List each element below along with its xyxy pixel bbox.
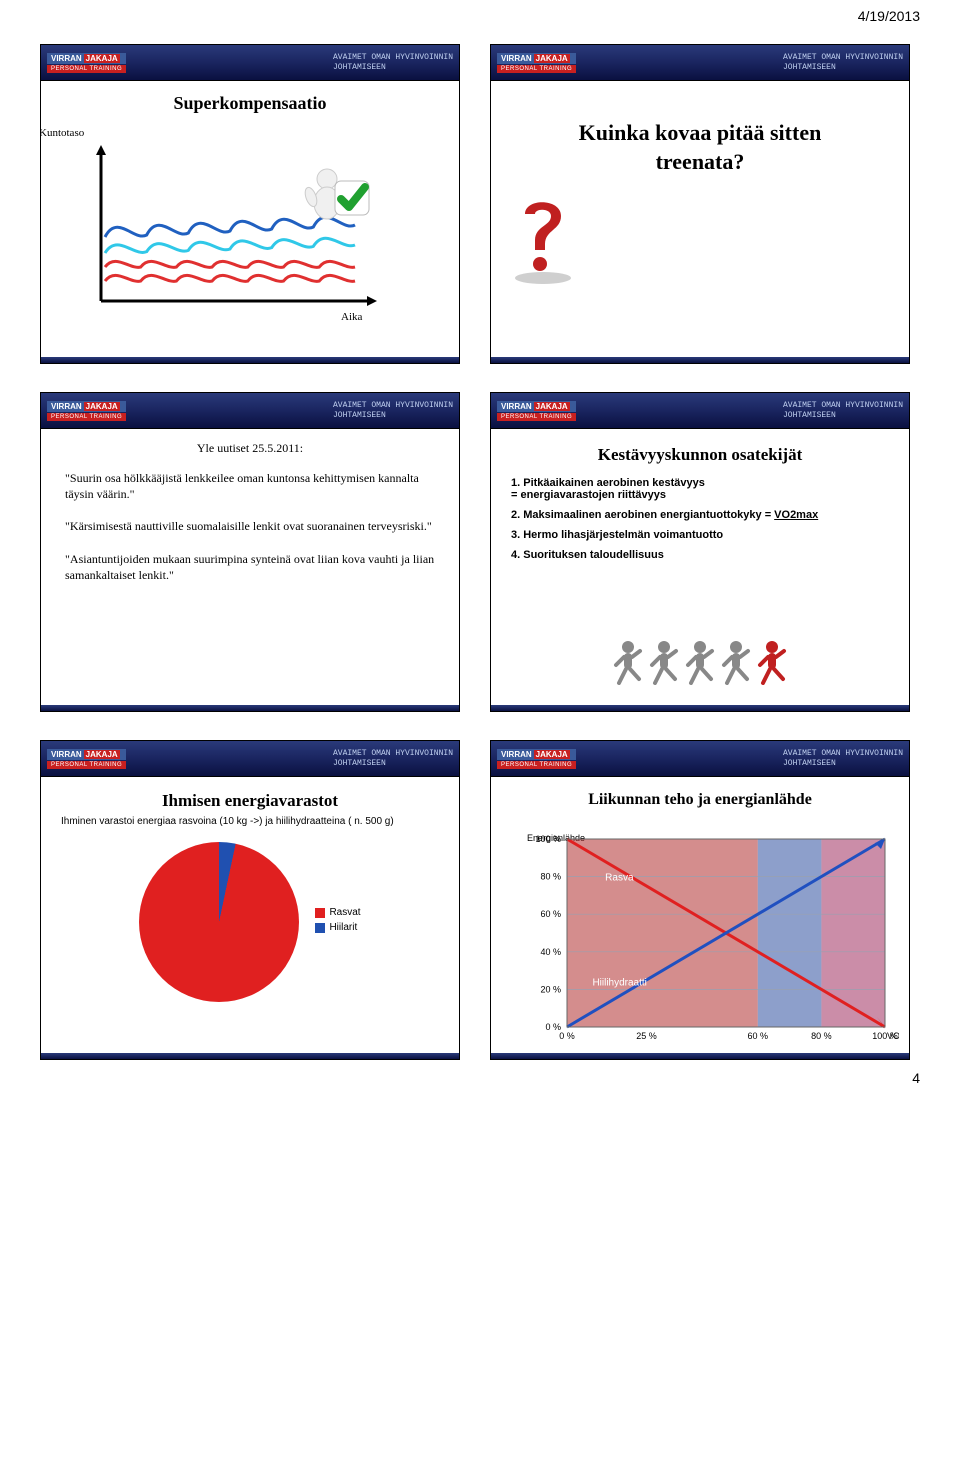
slides-grid: VIRRANJAKAJA PERSONAL TRAINING AVAIMET O… bbox=[0, 24, 960, 1070]
slide-header: VIRRANJAKAJA PERSONAL TRAINING AVAIMET O… bbox=[41, 45, 459, 81]
slide3-p1: "Suurin osa hölkkääjistä lenkkeilee oman… bbox=[65, 470, 435, 502]
superkomp-chart bbox=[91, 141, 391, 321]
slide5-title: Ihmisen energiavarastot bbox=[53, 791, 447, 811]
brand-logo: VIRRANJAKAJA PERSONAL TRAINING bbox=[47, 53, 126, 73]
svg-text:0 %: 0 % bbox=[559, 1031, 575, 1041]
slide-liikunnan-teho: VIRRANJAKAJAPERSONAL TRAINING AVAIMET OM… bbox=[490, 740, 910, 1060]
svg-text:Hiilihydraatti: Hiilihydraatti bbox=[592, 978, 646, 989]
slide4-title: Kestävyyskunnon osatekijät bbox=[503, 445, 897, 465]
svg-text:25 %: 25 % bbox=[636, 1031, 657, 1041]
slide4-item: 1. Pitkäaikainen aerobinen kestävyys = e… bbox=[511, 477, 897, 501]
slide4-list: 1. Pitkäaikainen aerobinen kestävyys = e… bbox=[503, 477, 897, 561]
slide2-title: Kuinka kovaa pitää sitten treenata? bbox=[503, 119, 897, 176]
slide-osatekijat: VIRRANJAKAJAPERSONAL TRAINING AVAIMET OM… bbox=[490, 392, 910, 712]
slide1-ylabel: Kuntotaso bbox=[40, 127, 84, 139]
svg-text:60 %: 60 % bbox=[540, 909, 561, 919]
slide4-item: 4. Suorituksen taloudellisuus bbox=[511, 549, 897, 561]
legend-row: Hiilarit bbox=[315, 922, 360, 933]
svg-text:20 %: 20 % bbox=[540, 984, 561, 994]
runner-icon bbox=[613, 639, 643, 685]
svg-text:100 %: 100 % bbox=[535, 834, 561, 844]
slide3-p3: "Asiantuntijoiden mukaan suurimpina synt… bbox=[65, 551, 435, 583]
svg-text:Rasva: Rasva bbox=[605, 872, 634, 883]
logo-sub: PERSONAL TRAINING bbox=[47, 65, 126, 73]
pie-legend: Rasvat Hiilarit bbox=[315, 907, 360, 937]
runners-icon bbox=[613, 639, 787, 685]
runner-icon bbox=[757, 639, 787, 685]
page-date: 4/19/2013 bbox=[0, 0, 960, 24]
svg-text:VO2 max: VO2 max bbox=[887, 1031, 899, 1041]
slide1-title: Superkompensaatio bbox=[53, 93, 447, 114]
pie-chart bbox=[139, 842, 299, 1002]
slide-yle-uutiset: VIRRANJAKAJAPERSONAL TRAINING AVAIMET OM… bbox=[40, 392, 460, 712]
slide5-sub: Ihminen varastoi energiaa rasvoina (10 k… bbox=[53, 815, 447, 828]
runner-icon bbox=[721, 639, 751, 685]
header-tagline: AVAIMET OMAN HYVINVOINNINJOHTAMISEEN bbox=[333, 53, 453, 72]
svg-text:60 %: 60 % bbox=[748, 1031, 769, 1041]
page-number: 4 bbox=[0, 1070, 960, 1096]
slide4-item: 2. Maksimaalinen aerobinen energiantuott… bbox=[511, 509, 897, 521]
logo-word1: VIRRAN bbox=[51, 54, 82, 63]
question-mark-icon bbox=[503, 186, 583, 286]
runner-icon bbox=[649, 639, 679, 685]
legend-row: Rasvat bbox=[315, 907, 360, 918]
runner-icon bbox=[685, 639, 715, 685]
slide-energiavarastot: VIRRANJAKAJAPERSONAL TRAINING AVAIMET OM… bbox=[40, 740, 460, 1060]
slide3-p2: "Kärsimisestä nauttiville suomalaisille … bbox=[65, 518, 435, 534]
slide-superkompensaatio: VIRRANJAKAJA PERSONAL TRAINING AVAIMET O… bbox=[40, 44, 460, 364]
slide-kuinka-kovaa: VIRRANJAKAJAPERSONAL TRAINING AVAIMET OM… bbox=[490, 44, 910, 364]
logo-word2: JAKAJA bbox=[84, 54, 120, 63]
slide3-heading: Yle uutiset 25.5.2011: bbox=[65, 441, 435, 456]
slide6-title: Liikunnan teho ja energianlähde bbox=[503, 791, 897, 809]
svg-text:80 %: 80 % bbox=[811, 1031, 832, 1041]
energy-chart: Energianlähde100 %80 %60 %40 %20 %0 %0 %… bbox=[519, 831, 899, 1060]
svg-text:40 %: 40 % bbox=[540, 947, 561, 957]
svg-text:80 %: 80 % bbox=[540, 872, 561, 882]
slide1-xlabel: Aika bbox=[341, 311, 362, 323]
slide4-item: 3. Hermo lihasjärjestelmän voimantuotto bbox=[511, 529, 897, 541]
